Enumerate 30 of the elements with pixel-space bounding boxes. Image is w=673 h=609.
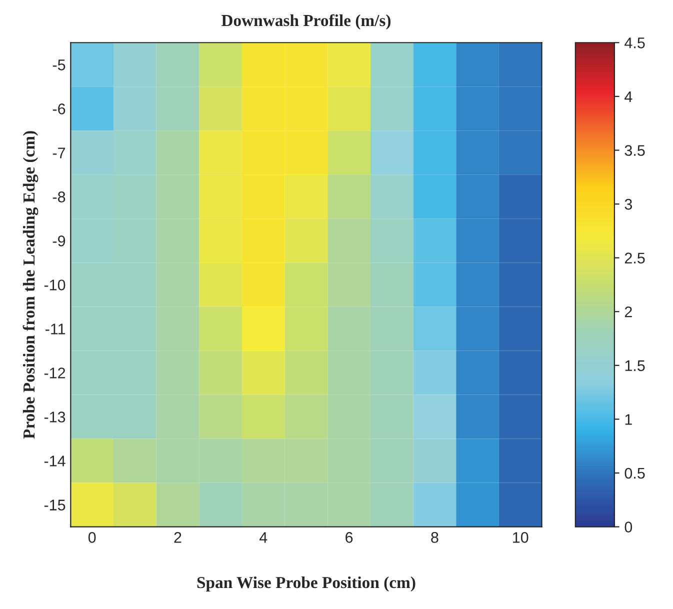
color-bar-label: 4.5 xyxy=(624,38,645,48)
y-tick-label: -5 xyxy=(52,60,66,70)
color-bar-label: 1 xyxy=(625,414,632,425)
y-tick-label: -7 xyxy=(52,148,66,158)
y-tick-label: -6 xyxy=(52,104,66,114)
x-tick-label: 6 xyxy=(346,532,353,543)
x-axis-title: Span Wise Probe Position (cm) xyxy=(197,576,416,592)
y-tick-label: -12 xyxy=(44,368,66,378)
y-tick-label: -10 xyxy=(44,280,66,290)
y-axis-title: Probe Position from the Leading Edge (cm) xyxy=(22,131,38,439)
color-bar-label: 1.5 xyxy=(625,360,645,372)
color-bar-label: 0 xyxy=(624,522,632,532)
y-tick-label: -9 xyxy=(52,236,66,246)
y-tick-label: -13 xyxy=(44,412,66,422)
color-bar-label: 3 xyxy=(624,198,632,210)
x-tick-label: 4 xyxy=(259,532,268,543)
y-tick-label: -8 xyxy=(52,192,66,202)
color-bar-label: 2.5 xyxy=(624,252,645,264)
x-tick-label: 8 xyxy=(431,532,438,543)
color-bar-label: 0.5 xyxy=(624,468,645,479)
y-tick-label: -11 xyxy=(46,324,66,334)
color-bar-label: 2 xyxy=(624,306,632,318)
color-bar-label: 4 xyxy=(624,91,632,102)
x-tick-label: 0 xyxy=(88,532,96,543)
x-tick-label: 10 xyxy=(513,532,528,543)
y-tick-label: -14 xyxy=(44,456,66,466)
y-tick-label: -15 xyxy=(44,500,66,510)
color-bar-label: 3.5 xyxy=(624,145,645,156)
x-tick-label: 2 xyxy=(174,532,182,543)
chart-title: Downwash Profile (m/s) xyxy=(221,14,391,30)
